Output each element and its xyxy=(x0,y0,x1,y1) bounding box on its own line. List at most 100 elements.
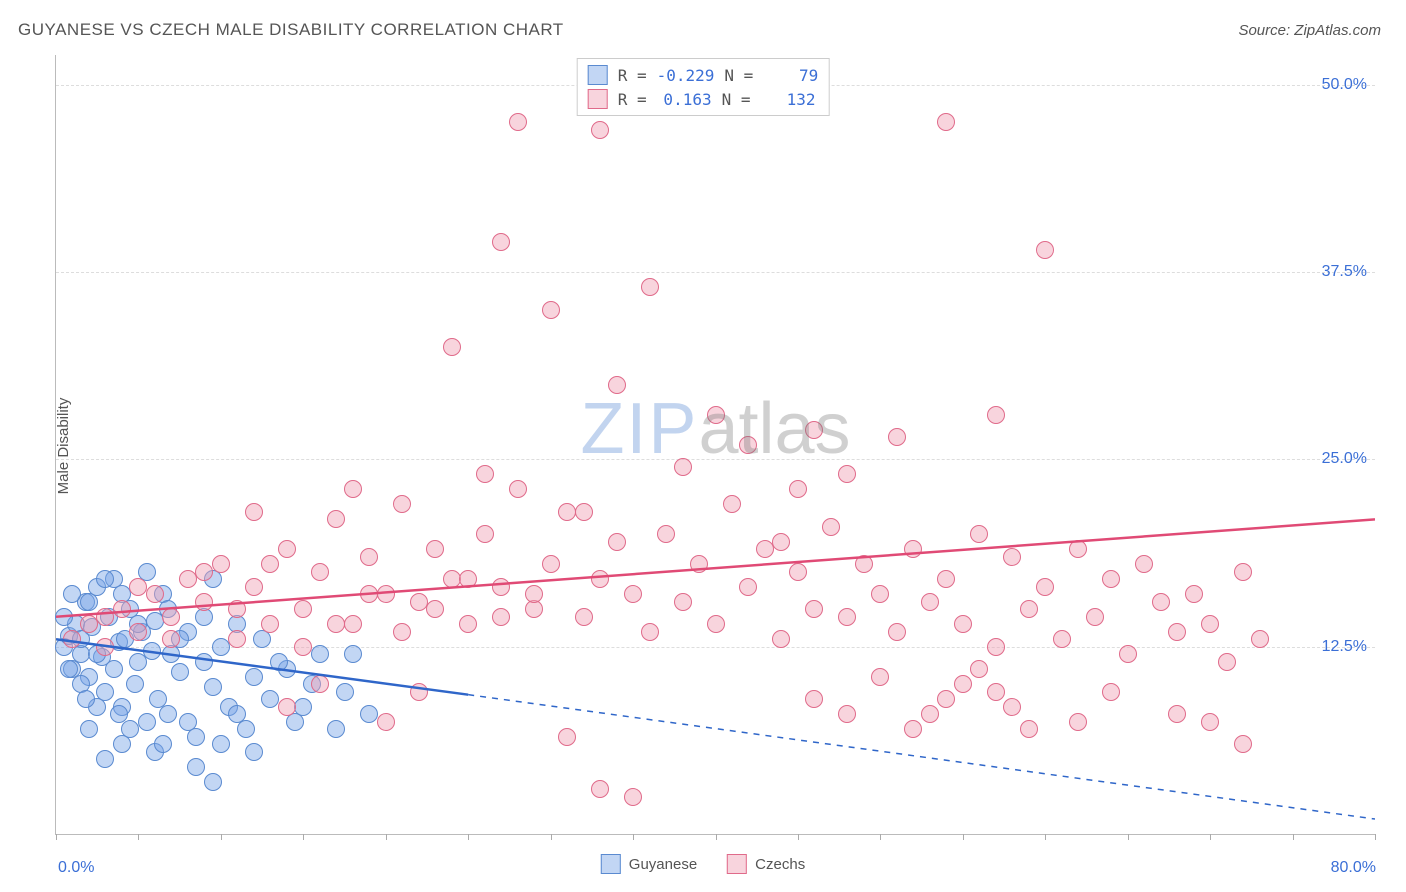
scatter-point xyxy=(921,593,939,611)
scatter-point xyxy=(162,608,180,626)
legend-label: Guyanese xyxy=(629,856,697,873)
scatter-point xyxy=(871,585,889,603)
scatter-point xyxy=(838,608,856,626)
scatter-point xyxy=(674,593,692,611)
n-label: N = xyxy=(724,66,753,85)
scatter-point xyxy=(805,690,823,708)
scatter-point xyxy=(270,653,288,671)
plot-area: ZIPatlas 12.5%25.0%37.5%50.0% xyxy=(55,55,1375,835)
scatter-point xyxy=(476,465,494,483)
scatter-point xyxy=(1069,713,1087,731)
x-tick xyxy=(798,834,799,840)
scatter-point xyxy=(443,338,461,356)
scatter-point xyxy=(772,630,790,648)
scatter-point xyxy=(344,615,362,633)
scatter-point xyxy=(492,608,510,626)
chart-title: GUYANESE VS CZECH MALE DISABILITY CORREL… xyxy=(18,20,564,40)
scatter-point xyxy=(608,533,626,551)
scatter-point xyxy=(542,301,560,319)
scatter-point xyxy=(80,593,98,611)
scatter-point xyxy=(261,615,279,633)
scatter-point xyxy=(60,660,78,678)
scatter-point xyxy=(311,563,329,581)
scatter-point xyxy=(1036,578,1054,596)
scatter-point xyxy=(245,743,263,761)
trend-line xyxy=(56,519,1375,616)
x-tick xyxy=(633,834,634,840)
scatter-point xyxy=(591,780,609,798)
scatter-point xyxy=(126,675,144,693)
scatter-point xyxy=(492,578,510,596)
scatter-point xyxy=(426,540,444,558)
scatter-point xyxy=(756,540,774,558)
scatter-point xyxy=(96,638,114,656)
scatter-point xyxy=(1069,540,1087,558)
scatter-point xyxy=(591,570,609,588)
scatter-point xyxy=(159,705,177,723)
correlation-legend: R = -0.229 N = 79 R = 0.163 N = 132 xyxy=(577,58,830,116)
scatter-point xyxy=(162,630,180,648)
scatter-point xyxy=(261,555,279,573)
x-tick xyxy=(138,834,139,840)
scatter-point xyxy=(344,645,362,663)
scatter-point xyxy=(1152,593,1170,611)
y-tick-label: 37.5% xyxy=(1322,263,1367,281)
scatter-point xyxy=(492,233,510,251)
scatter-point xyxy=(426,600,444,618)
scatter-point xyxy=(1234,735,1252,753)
scatter-point xyxy=(1218,653,1236,671)
scatter-point xyxy=(336,683,354,701)
scatter-point xyxy=(1003,698,1021,716)
scatter-point xyxy=(1234,563,1252,581)
scatter-point xyxy=(904,540,922,558)
scatter-point xyxy=(261,690,279,708)
scatter-point xyxy=(110,705,128,723)
scatter-point xyxy=(129,623,147,641)
r-value-guyanese: -0.229 xyxy=(657,66,715,85)
r-label: R = xyxy=(618,66,647,85)
scatter-point xyxy=(937,570,955,588)
scatter-point xyxy=(542,555,560,573)
scatter-point xyxy=(96,750,114,768)
source-attribution: Source: ZipAtlas.com xyxy=(1238,22,1381,39)
scatter-point xyxy=(410,593,428,611)
legend-label: Czechs xyxy=(755,856,805,873)
legend-swatch-czechs xyxy=(588,89,608,109)
scatter-point xyxy=(129,578,147,596)
scatter-point xyxy=(838,705,856,723)
r-value-czechs: 0.163 xyxy=(657,90,712,109)
scatter-point xyxy=(1201,615,1219,633)
r-label: R = xyxy=(618,90,647,109)
scatter-point xyxy=(657,525,675,543)
scatter-point xyxy=(624,788,642,806)
scatter-point xyxy=(360,705,378,723)
scatter-point xyxy=(245,668,263,686)
scatter-point xyxy=(294,638,312,656)
scatter-point xyxy=(822,518,840,536)
scatter-point xyxy=(294,600,312,618)
scatter-point xyxy=(228,705,246,723)
legend-swatch-icon xyxy=(727,854,747,874)
scatter-point xyxy=(80,720,98,738)
scatter-point xyxy=(558,728,576,746)
scatter-point xyxy=(888,623,906,641)
scatter-point xyxy=(121,720,139,738)
scatter-point xyxy=(641,623,659,641)
y-tick-label: 50.0% xyxy=(1322,76,1367,94)
x-axis-min-label: 0.0% xyxy=(58,859,94,877)
x-tick xyxy=(386,834,387,840)
scatter-point xyxy=(377,585,395,603)
scatter-point xyxy=(77,690,95,708)
scatter-point xyxy=(146,585,164,603)
gridline xyxy=(56,459,1375,460)
scatter-point xyxy=(410,683,428,701)
scatter-point xyxy=(838,465,856,483)
scatter-point xyxy=(690,555,708,573)
scatter-point xyxy=(608,376,626,394)
x-tick xyxy=(1293,834,1294,840)
scatter-point xyxy=(179,570,197,588)
scatter-point xyxy=(212,735,230,753)
scatter-point xyxy=(228,600,246,618)
scatter-point xyxy=(1168,623,1186,641)
series-legend: Guyanese Czechs xyxy=(601,854,805,874)
